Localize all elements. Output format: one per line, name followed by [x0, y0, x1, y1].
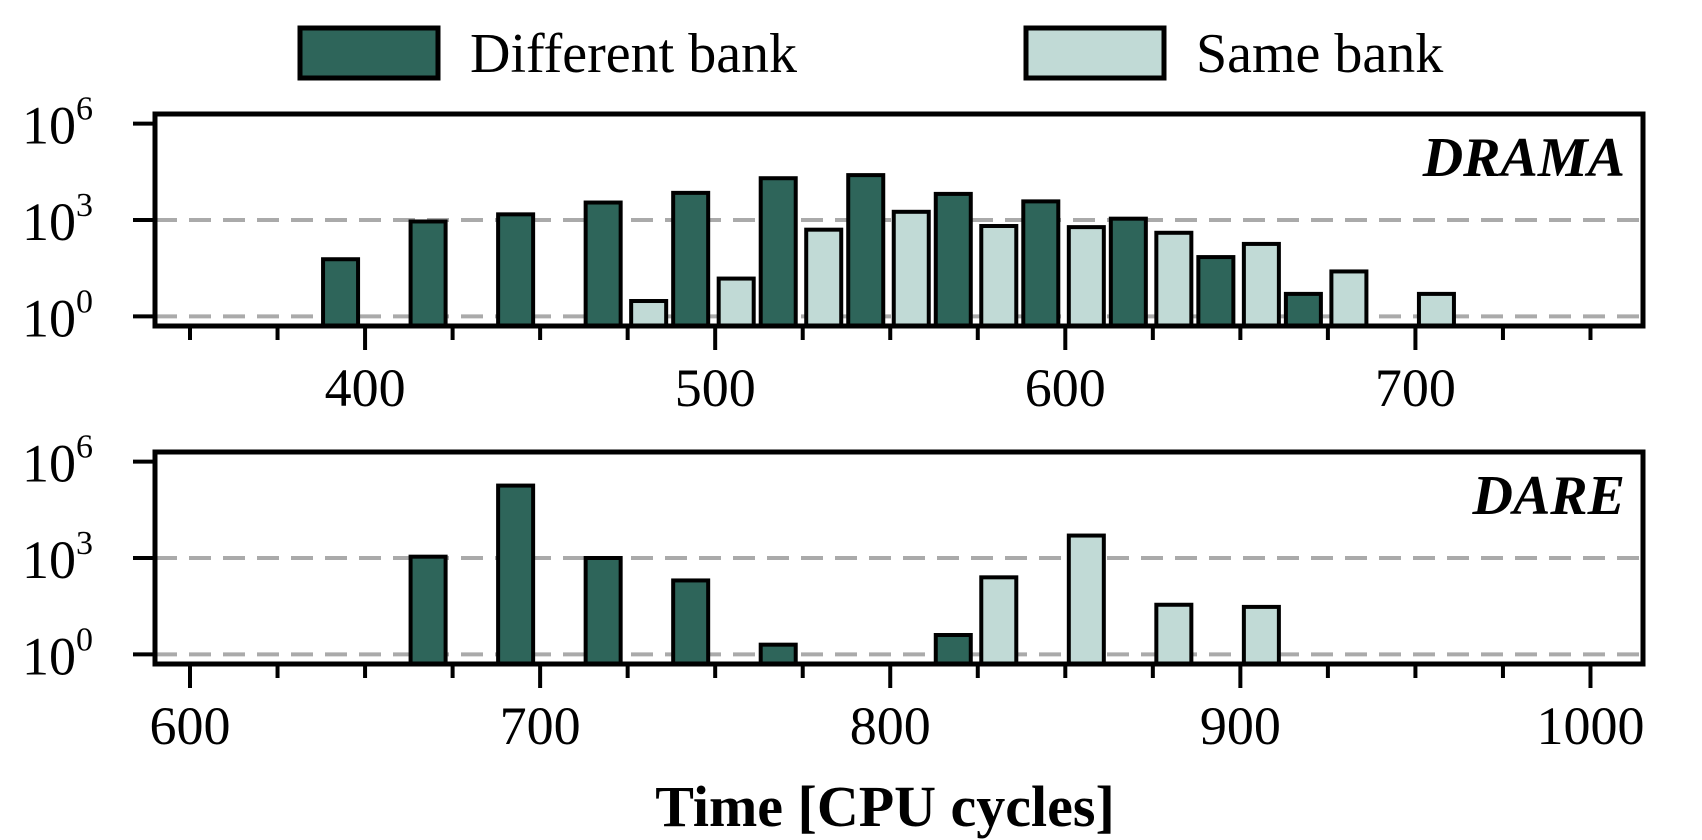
bar-different-bank [1021, 199, 1061, 328]
legend-label-0: Different bank [470, 23, 797, 85]
y-tick-label: 103 [22, 187, 93, 252]
bar-different-bank [671, 190, 711, 328]
panel-label: DARE [1472, 465, 1626, 527]
bar-different-bank [933, 191, 973, 328]
x-tick-label: 400 [325, 358, 406, 418]
y-tick-label: 103 [22, 525, 93, 590]
legend-swatch-1 [1023, 25, 1167, 81]
x-tick-label: 500 [675, 358, 756, 418]
panel-dare: 600 700 800 900 1000 100 103 106 DARE [22, 429, 1646, 756]
y-tick-label: 100 [22, 621, 93, 686]
bar-same-bank [1241, 604, 1281, 666]
legend: Different bank Same bank [297, 23, 1443, 85]
x-tick-label: 600 [150, 696, 231, 756]
y-tick-label: 106 [22, 91, 93, 156]
bar-same-bank [716, 276, 756, 328]
bar-same-bank [1154, 230, 1194, 328]
bar-same-bank [1154, 602, 1194, 666]
bar-different-bank [408, 219, 448, 328]
x-tick-label: 1000 [1536, 696, 1644, 756]
bar-different-bank [1196, 255, 1236, 328]
bar-same-bank [804, 227, 844, 328]
bar-different-bank [758, 176, 798, 328]
bar-same-bank [629, 299, 669, 328]
x-tick-label: 900 [1200, 696, 1281, 756]
bar-different-bank [583, 200, 623, 328]
x-tick-label: 800 [850, 696, 931, 756]
y-tick-label: 100 [22, 283, 93, 348]
bar-different-bank [408, 554, 448, 667]
panel-drama: 400 500 600 700 100 103 106 DRAMA [22, 91, 1646, 418]
bar-same-bank [891, 209, 931, 329]
x-tick-label: 600 [1025, 358, 1106, 418]
bar-same-bank [1416, 291, 1456, 329]
bar-different-bank [846, 173, 886, 328]
bar-same-bank [1066, 225, 1106, 328]
bar-different-bank [671, 578, 711, 667]
x-tick-label: 700 [1375, 358, 1456, 418]
bar-different-bank [496, 212, 536, 329]
panel-label: DRAMA [1422, 127, 1625, 189]
bar-different-bank [583, 556, 623, 666]
bar-different-bank [1283, 291, 1323, 329]
bar-different-bank [933, 633, 973, 667]
legend-swatch-0 [297, 25, 441, 81]
bar-different-bank [321, 257, 361, 328]
x-tick-label: 700 [500, 696, 581, 756]
bar-same-bank [979, 224, 1019, 328]
bar-same-bank [1241, 241, 1281, 329]
bar-same-bank [1066, 533, 1106, 666]
bar-same-bank [979, 575, 1019, 667]
bar-same-bank [1329, 269, 1369, 329]
x-axis-label: Time [CPU cycles] [655, 774, 1115, 839]
bar-different-bank [1108, 216, 1148, 329]
bar-different-bank [496, 483, 536, 666]
y-tick-label: 106 [22, 429, 93, 494]
bar-different-bank [758, 642, 798, 666]
legend-label-1: Same bank [1196, 23, 1443, 85]
